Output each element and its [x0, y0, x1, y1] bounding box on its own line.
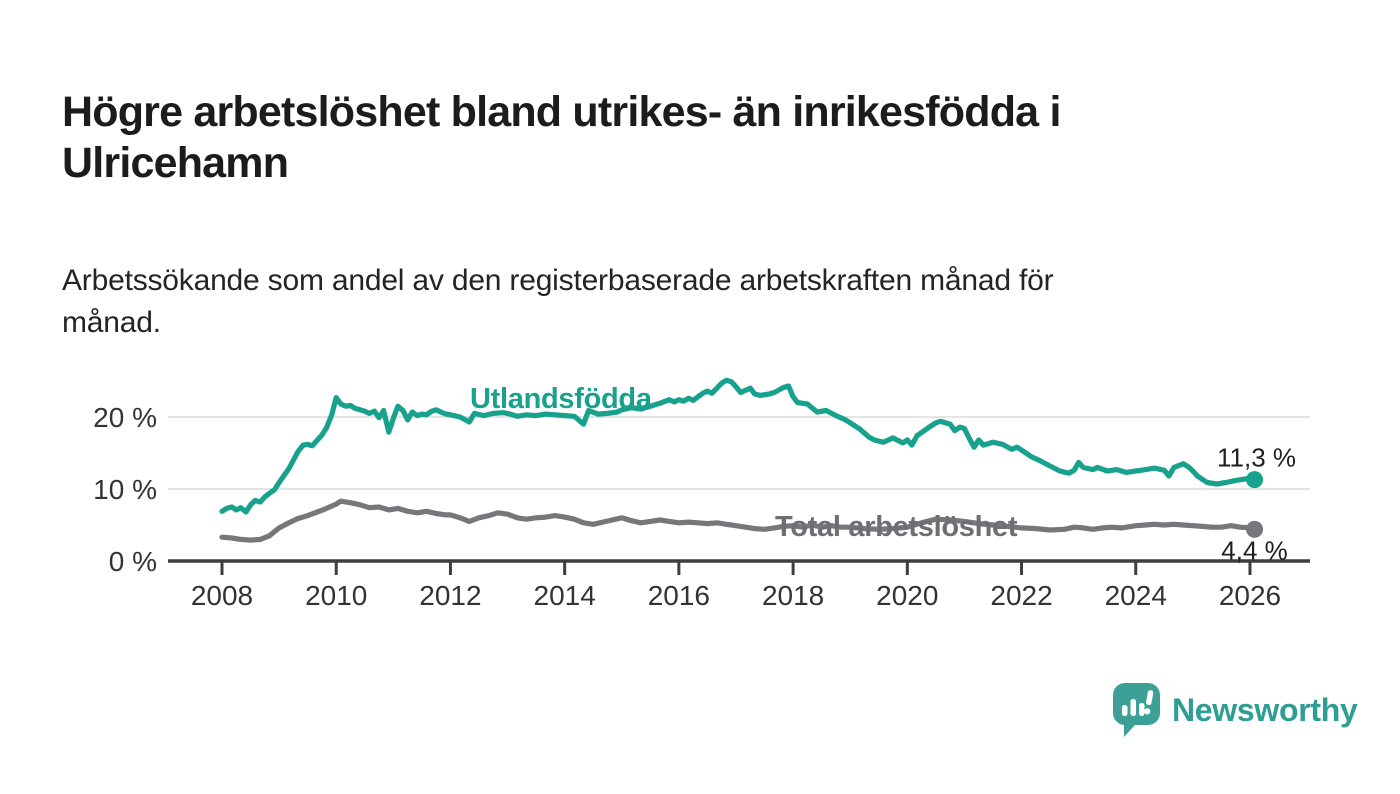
brand-wordmark: Newsworthy — [1172, 691, 1358, 728]
series-line-total — [219, 498, 1258, 543]
series-line-utlandsfodda — [219, 377, 1258, 515]
x-tick-label: 2020 — [876, 580, 938, 611]
y-tick-label: 10 % — [93, 474, 157, 505]
x-tick-label: 2022 — [990, 580, 1052, 611]
x-tick-label: 2024 — [1105, 580, 1167, 611]
end-value-label: 4,4 % — [1221, 535, 1288, 565]
x-tick-label: 2010 — [305, 580, 367, 611]
series-end-dot-utlandsfodda — [1246, 471, 1264, 489]
x-tick-label: 2014 — [534, 580, 596, 611]
series-label: Utlandsfödda — [470, 383, 653, 415]
x-tick-label: 2012 — [419, 580, 481, 611]
chart-subtitle: Arbetssökande som andel av den registerb… — [62, 264, 1054, 339]
bar-chart-speech-bubble-icon — [1112, 683, 1160, 737]
x-tick-label: 2008 — [191, 580, 253, 611]
chart-canvas: 0 % 10 % 20 % 2008 2010 2012 2014 2016 2018 2020 2… — [93, 377, 1310, 611]
series-label: Total arbetslöshet — [775, 511, 1018, 543]
x-tick-label: 2016 — [648, 580, 710, 611]
series-end-dot-total — [1246, 520, 1264, 538]
unemployment-line-chart: 0 % 10 % 20 % 2008 2010 2012 2014 2016 2018 2020 2… — [0, 360, 1400, 660]
end-value-label: 11,3 % — [1217, 443, 1296, 473]
x-tick-label: 2026 — [1219, 580, 1281, 611]
x-tick-label: 2018 — [762, 580, 824, 611]
y-tick-label: 20 % — [93, 402, 157, 433]
newsworthy-logo: Newsworthy — [1112, 682, 1358, 738]
page-title: Högre arbetslöshet bland utrikes- än inr… — [62, 87, 1061, 187]
y-tick-label: 0 % — [109, 546, 157, 577]
